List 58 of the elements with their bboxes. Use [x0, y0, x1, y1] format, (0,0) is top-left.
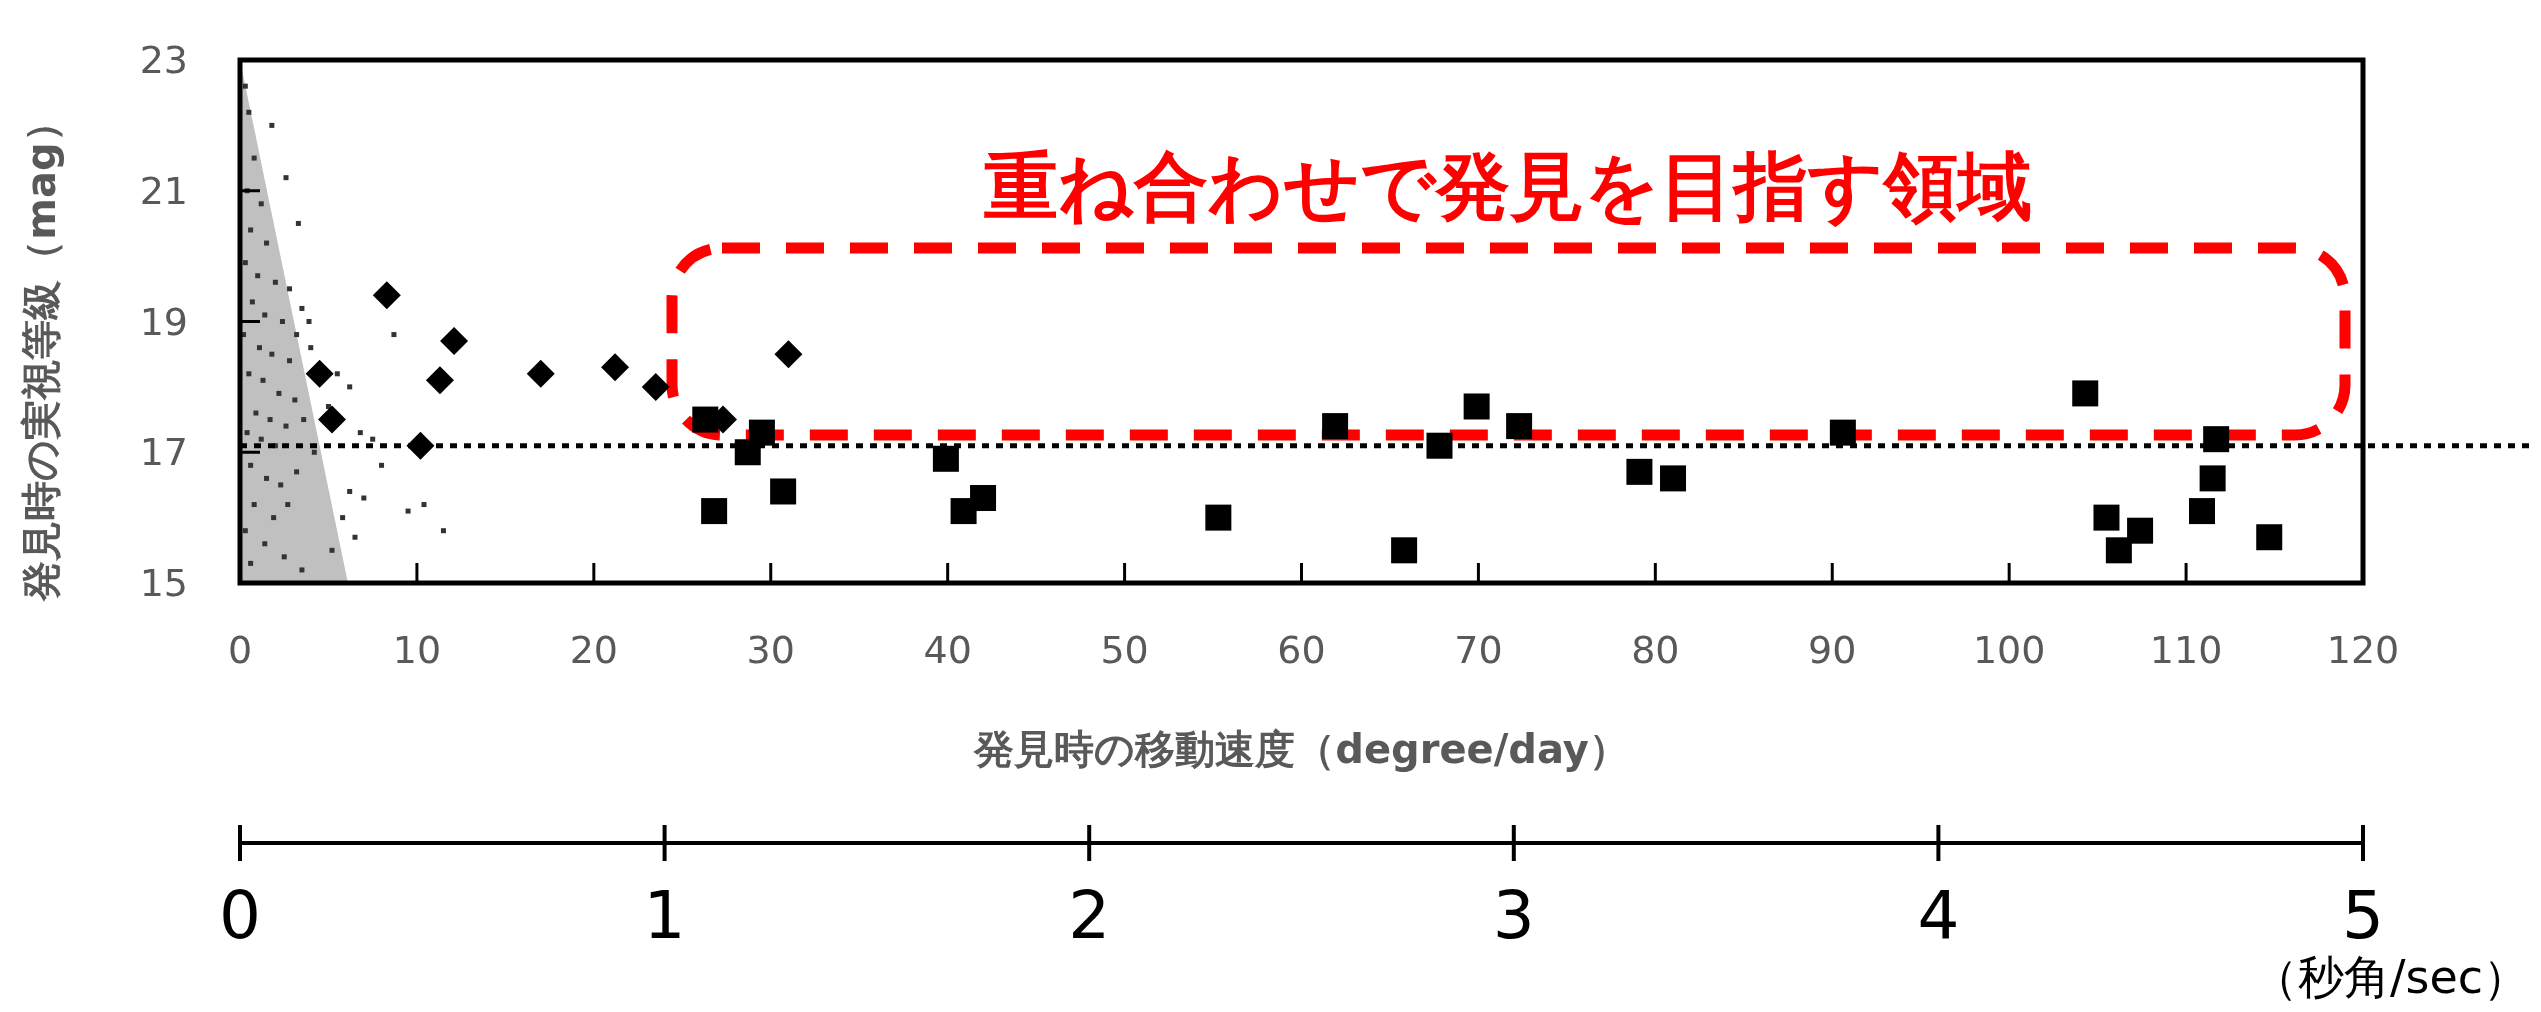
x2-tick-label: 2	[1068, 877, 1111, 954]
point	[318, 405, 346, 434]
point	[970, 485, 997, 512]
point	[2093, 504, 2120, 531]
x-tick-label: 60	[1277, 628, 1326, 672]
point	[2072, 380, 2099, 407]
annotation: 重ね合わせで発見を目指す領域	[984, 143, 2032, 229]
y-axis-title: 発見時の実視等級（mag）	[18, 102, 64, 602]
x-tick-label: 100	[1972, 628, 2046, 672]
point	[601, 353, 630, 382]
point	[2127, 517, 2154, 544]
point	[1205, 504, 1232, 531]
point	[1463, 393, 1490, 420]
x2-tick-label: 4	[1917, 877, 1960, 954]
x-axis-title: 発見時の移動速度（degree/day）	[973, 726, 1629, 772]
x2-tick-label: 1	[643, 877, 686, 954]
point	[2203, 426, 2230, 453]
y-tick-label: 23	[139, 38, 188, 82]
point	[701, 498, 728, 525]
point	[372, 281, 401, 310]
y-tick-label: 19	[139, 299, 188, 344]
y-tick-label: 17	[139, 430, 188, 475]
point	[1626, 458, 1653, 485]
point	[641, 372, 670, 401]
point	[2199, 465, 2226, 492]
point	[1660, 465, 1687, 492]
point	[526, 359, 555, 388]
point	[2189, 498, 2216, 525]
x-tick-label: 80	[1631, 628, 1680, 672]
x-tick-label: 120	[2326, 628, 2400, 672]
x2-tick-label: 0	[219, 877, 261, 954]
point	[425, 366, 454, 395]
y-tick-label: 15	[139, 561, 188, 605]
point	[734, 439, 761, 466]
point	[932, 445, 959, 472]
point	[2105, 537, 2132, 564]
point	[1506, 413, 1533, 440]
point	[2256, 524, 2283, 551]
x-tick-label: 10	[392, 628, 442, 672]
x2-tick-label: 3	[1492, 877, 1535, 954]
x-tick-label: 90	[1808, 628, 1857, 672]
x-tick-label: 30	[746, 628, 795, 672]
point	[770, 478, 797, 505]
point	[1322, 413, 1349, 440]
point	[1829, 419, 1856, 446]
point	[440, 327, 469, 356]
x-tick-label: 0	[227, 628, 253, 672]
x-tick-label: 40	[923, 628, 972, 672]
y-tick-label: 21	[139, 168, 188, 213]
x-tick-label: 70	[1454, 628, 1503, 672]
point	[1426, 432, 1453, 459]
point	[305, 359, 334, 388]
point	[692, 406, 719, 433]
x-tick-label: 20	[569, 628, 619, 672]
x-tick-label: 110	[2149, 628, 2223, 672]
x-tick-label: 50	[1100, 628, 1149, 672]
point	[1391, 537, 1418, 564]
point	[774, 340, 803, 369]
